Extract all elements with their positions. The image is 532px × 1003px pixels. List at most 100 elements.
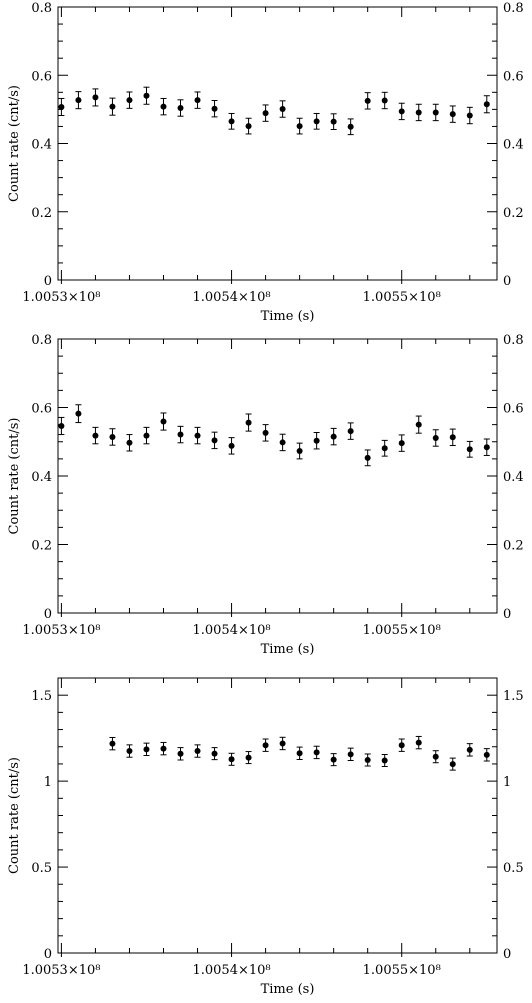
y-tick-label: 0.8 bbox=[31, 333, 52, 348]
y-tick-label-right: 0.2 bbox=[503, 539, 524, 554]
data-point bbox=[330, 756, 337, 763]
y-tick-label: 0.4 bbox=[31, 470, 52, 485]
data-point bbox=[483, 751, 490, 758]
data-point bbox=[109, 740, 116, 747]
data-point bbox=[194, 432, 201, 439]
data-point bbox=[211, 437, 218, 444]
data-point bbox=[245, 754, 252, 761]
data-point bbox=[245, 123, 252, 130]
data-point bbox=[177, 750, 184, 757]
y-tick-label-right: 1.5 bbox=[503, 689, 524, 704]
y-tick-label: 0.2 bbox=[31, 206, 52, 221]
y-tick-label: 0.5 bbox=[31, 861, 52, 876]
x-tick-label: 1.0054×10⁸ bbox=[192, 290, 270, 305]
data-point bbox=[381, 445, 388, 452]
y-tick-label: 0 bbox=[44, 274, 52, 289]
data-point bbox=[432, 753, 439, 760]
data-point bbox=[194, 97, 201, 104]
data-point bbox=[211, 105, 218, 112]
data-point bbox=[330, 433, 337, 440]
y-tick-label: 0.8 bbox=[31, 1, 52, 16]
data-point bbox=[381, 97, 388, 104]
data-point bbox=[228, 756, 235, 763]
y-axis-title: Count rate (cnt/s) bbox=[7, 85, 22, 202]
y-tick-label-right: 0.4 bbox=[503, 138, 524, 153]
data-point bbox=[75, 97, 82, 104]
data-point bbox=[177, 105, 184, 112]
x-axis-title: Time (s) bbox=[261, 982, 315, 997]
data-point bbox=[449, 761, 456, 768]
data-point bbox=[415, 739, 422, 746]
data-point bbox=[398, 108, 405, 115]
x-tick-label: 1.0055×10⁸ bbox=[363, 290, 441, 305]
y-tick-label: 0.6 bbox=[31, 69, 52, 84]
data-point bbox=[58, 103, 65, 110]
data-point bbox=[449, 434, 456, 441]
data-point bbox=[313, 437, 320, 444]
data-point bbox=[279, 439, 286, 446]
data-point bbox=[143, 746, 150, 753]
x-tick-label: 1.0055×10⁸ bbox=[363, 963, 441, 978]
data-point bbox=[330, 118, 337, 125]
y-tick-label-right: 0 bbox=[503, 274, 511, 289]
data-point bbox=[279, 740, 286, 747]
y-tick-label: 1.5 bbox=[31, 689, 52, 704]
data-point bbox=[75, 410, 82, 417]
data-point bbox=[160, 103, 167, 110]
lightcurve-panel-3: 1.0053×10⁸ 1.0054×10⁸ 1.0055×10⁸ 0 0 0.5 0.5 1 1… bbox=[7, 677, 524, 997]
data-point bbox=[347, 751, 354, 758]
data-point bbox=[92, 94, 99, 101]
y-tick-label-right: 0.6 bbox=[503, 69, 524, 84]
data-point bbox=[432, 434, 439, 441]
x-axis-title: Time (s) bbox=[261, 642, 315, 657]
y-tick-label: 0 bbox=[44, 947, 52, 962]
y-tick-label-right: 0.4 bbox=[503, 470, 524, 485]
lightcurve-panel-1: 1.0053×10⁸ 1.0054×10⁸ 1.0055×10⁸ 0 0 0.2 0.2 0.… bbox=[7, 1, 524, 324]
y-axis-title: Count rate (cnt/s) bbox=[7, 418, 22, 535]
data-point bbox=[364, 756, 371, 763]
plot-frame bbox=[57, 677, 498, 954]
data-point bbox=[109, 103, 116, 110]
x-axis-title: Time (s) bbox=[261, 309, 315, 324]
data-point bbox=[313, 118, 320, 125]
data-point bbox=[262, 429, 269, 436]
lightcurve-panel-2: 1.0053×10⁸ 1.0054×10⁸ 1.0055×10⁸ 0 0 0.2 0.2 0.… bbox=[7, 333, 524, 657]
data-point bbox=[109, 433, 116, 440]
plot-frame bbox=[57, 6, 498, 281]
y-tick-label: 1 bbox=[44, 775, 52, 790]
x-tick-label: 1.0054×10⁸ bbox=[192, 623, 270, 638]
data-point bbox=[313, 749, 320, 756]
data-point bbox=[262, 742, 269, 749]
data-point bbox=[92, 432, 99, 439]
y-tick-label-right: 0 bbox=[503, 607, 511, 622]
data-point bbox=[228, 118, 235, 125]
y-tick-label: 0.4 bbox=[31, 138, 52, 153]
y-tick-label-right: 0.8 bbox=[503, 1, 524, 16]
plot-frame bbox=[57, 338, 498, 614]
data-point bbox=[126, 439, 133, 446]
y-tick-label: 0.2 bbox=[31, 539, 52, 554]
y-tick-label-right: 1 bbox=[503, 775, 511, 790]
data-point bbox=[466, 446, 473, 453]
data-point bbox=[483, 101, 490, 108]
data-point bbox=[364, 97, 371, 104]
data-point bbox=[296, 447, 303, 454]
data-point bbox=[143, 92, 150, 99]
data-point bbox=[143, 432, 150, 439]
x-tick-label: 1.0053×10⁸ bbox=[22, 963, 100, 978]
data-point bbox=[296, 123, 303, 130]
data-point bbox=[398, 742, 405, 749]
data-point bbox=[415, 421, 422, 428]
data-point bbox=[398, 440, 405, 447]
y-tick-label-right: 0.5 bbox=[503, 861, 524, 876]
data-point bbox=[160, 418, 167, 425]
data-point bbox=[347, 123, 354, 130]
y-axis-title: Count rate (cnt/s) bbox=[7, 757, 22, 874]
data-point bbox=[415, 109, 422, 116]
y-tick-label-right: 0.6 bbox=[503, 402, 524, 417]
data-point bbox=[228, 442, 235, 449]
data-point bbox=[466, 746, 473, 753]
y-tick-label-right: 0.8 bbox=[503, 333, 524, 348]
data-point bbox=[126, 748, 133, 755]
